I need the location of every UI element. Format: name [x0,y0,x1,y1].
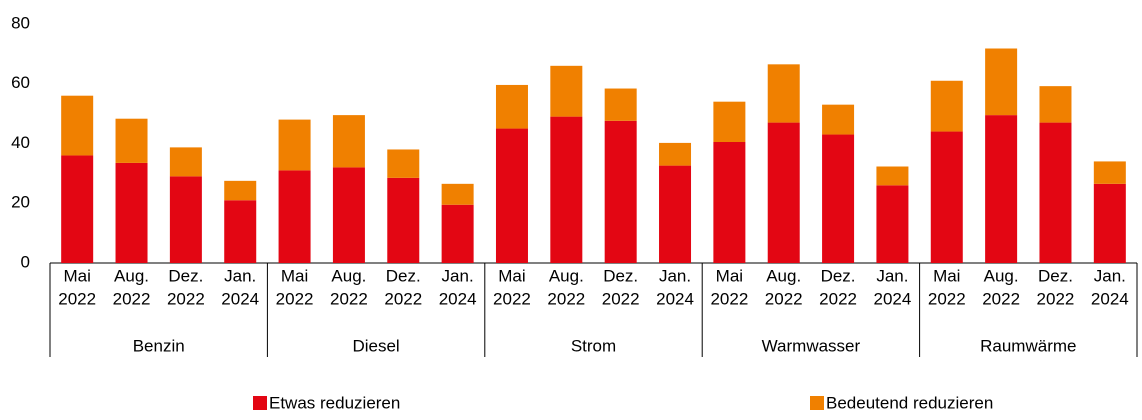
group-label: Warmwasser [762,336,861,355]
bar-segment [61,155,94,263]
bar-segment [604,120,637,263]
bar-segment [495,128,528,263]
x-tick-label: 2022 [167,289,205,308]
bar-segment [713,101,746,143]
bar-segment [495,84,528,129]
x-tick-label: 2022 [58,289,96,308]
x-tick-label: 2022 [276,289,314,308]
group-label: Strom [571,336,616,355]
bar-segment [1039,86,1072,123]
bar-segment [550,65,583,117]
x-tick-label: 2024 [656,289,694,308]
x-tick-label: 2022 [1037,289,1075,308]
bar-segment [61,95,94,156]
bar-segment [985,48,1018,116]
bar-segment [278,119,311,171]
bar-segment [332,167,365,263]
x-tick-label: 2022 [928,289,966,308]
bar-segment [169,176,202,263]
x-tick-label: 2022 [493,289,531,308]
y-tick-label: 40 [11,133,30,152]
x-tick-label: 2022 [765,289,803,308]
x-tick-label: Jan. [224,266,256,285]
legend-swatch [253,396,267,410]
bar-segment [767,122,800,264]
group-label: Raumwärme [980,336,1076,355]
y-tick-label: 80 [11,13,30,32]
x-tick-label: Dez. [821,266,856,285]
bar-segment [876,166,909,186]
x-tick-label: 2022 [710,289,748,308]
bar-segment [767,64,800,123]
x-tick-label: 2024 [1091,289,1129,308]
bar-segment [278,170,311,263]
bar-segment [930,80,963,132]
x-tick-label: 2024 [439,289,477,308]
x-tick-label: Mai [716,266,743,285]
legend-swatch [810,396,824,410]
x-tick-label: 2024 [221,289,259,308]
y-tick-label: 20 [11,193,30,212]
x-tick-label: Dez. [1038,266,1073,285]
legend-label: Etwas reduzieren [269,393,400,412]
y-tick-label: 60 [11,73,30,92]
bar-segment [659,165,692,263]
x-tick-label: Mai [281,266,308,285]
bar-segment [659,142,692,166]
bar-segment [115,118,148,163]
bar-segment [169,147,202,177]
x-tick-label: 2022 [547,289,585,308]
bar-segment [930,131,963,263]
x-tick-label: Dez. [603,266,638,285]
x-tick-label: Mai [63,266,90,285]
bar-segment [985,115,1018,264]
x-tick-label: 2022 [113,289,151,308]
bar-segment [1093,183,1126,263]
bar-segment [387,177,420,263]
bar-segment [224,180,257,201]
x-tick-label: Jan. [442,266,474,285]
bar-segment [822,104,855,135]
bar-segment [332,115,365,168]
bar-segment [713,142,746,263]
group-label: Diesel [352,336,399,355]
x-tick-label: 2022 [819,289,857,308]
x-tick-label: Dez. [386,266,421,285]
bar-segment [1039,122,1072,264]
x-tick-label: 2024 [874,289,912,308]
bar-segment [876,185,909,263]
x-tick-label: Jan. [659,266,691,285]
x-tick-label: 2022 [330,289,368,308]
legend-label: Bedeutend reduzieren [826,393,993,412]
x-tick-label: Aug. [984,266,1019,285]
x-tick-label: Aug. [331,266,366,285]
x-tick-label: 2022 [384,289,422,308]
bar-segment [822,134,855,263]
bar-segment [387,149,420,178]
x-tick-label: 2022 [602,289,640,308]
bar-segment [441,183,474,205]
bar-segment [604,88,637,121]
x-tick-label: Mai [933,266,960,285]
group-label: Benzin [133,336,185,355]
x-tick-label: Mai [498,266,525,285]
bar-segment [441,204,474,263]
bar-segment [1093,161,1126,184]
x-tick-label: Jan. [1094,266,1126,285]
x-tick-label: Jan. [876,266,908,285]
y-tick-label: 0 [21,252,30,271]
x-tick-label: Aug. [114,266,149,285]
x-tick-label: Aug. [766,266,801,285]
x-tick-label: Aug. [549,266,584,285]
x-tick-label: 2022 [982,289,1020,308]
bar-segment [224,200,257,263]
x-tick-label: Dez. [168,266,203,285]
bar-segment [550,116,583,263]
bar-segment [115,162,148,263]
